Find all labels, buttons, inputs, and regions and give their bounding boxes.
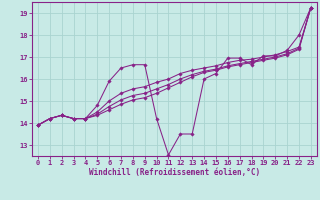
- X-axis label: Windchill (Refroidissement éolien,°C): Windchill (Refroidissement éolien,°C): [89, 168, 260, 177]
